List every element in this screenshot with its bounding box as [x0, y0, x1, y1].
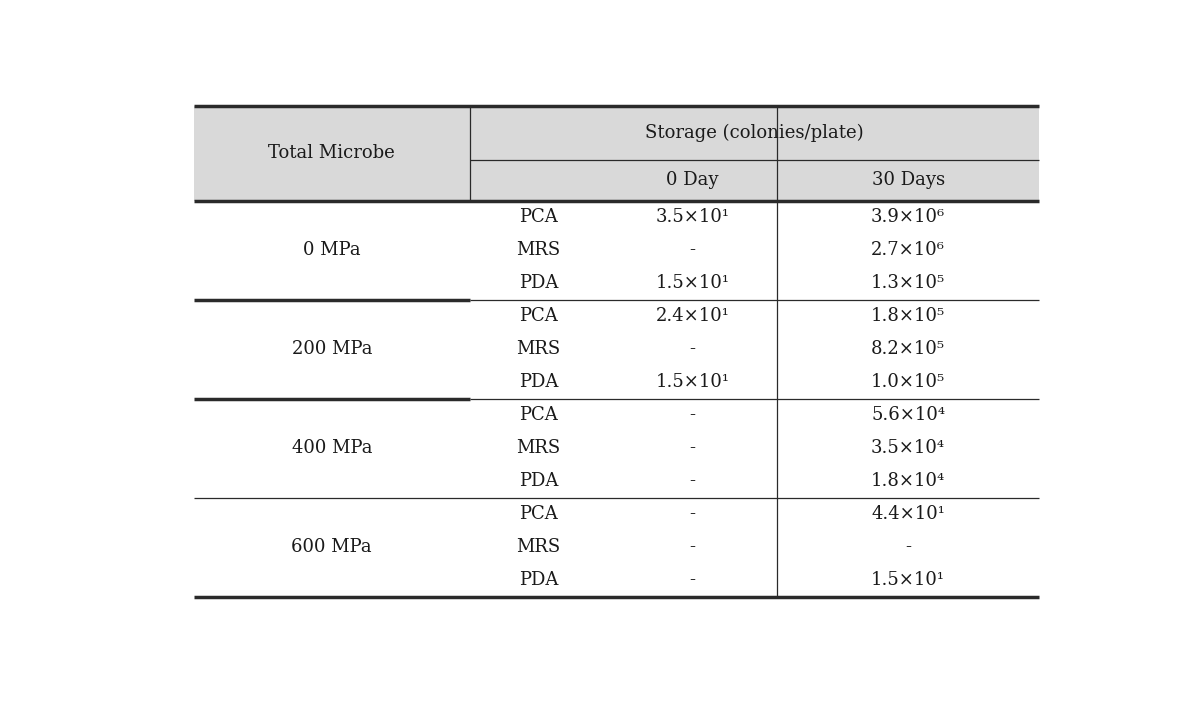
Text: -: -: [690, 241, 696, 259]
Bar: [194, 106, 1039, 201]
Text: 2.4×10¹: 2.4×10¹: [655, 307, 729, 325]
Text: 1.5×10¹: 1.5×10¹: [655, 274, 729, 292]
Text: 200 MPa: 200 MPa: [292, 340, 372, 359]
Text: 1.8×10⁴: 1.8×10⁴: [871, 472, 946, 491]
Text: -: -: [690, 340, 696, 359]
Text: PDA: PDA: [519, 572, 558, 590]
Text: 1.5×10¹: 1.5×10¹: [871, 572, 946, 590]
Text: MRS: MRS: [517, 241, 561, 259]
Text: -: -: [690, 538, 696, 557]
Text: PDA: PDA: [519, 472, 558, 491]
Text: 600 MPa: 600 MPa: [292, 538, 372, 557]
Text: 3.5×10⁴: 3.5×10⁴: [871, 439, 946, 458]
Text: MRS: MRS: [517, 340, 561, 359]
Text: 4.4×10¹: 4.4×10¹: [871, 505, 944, 524]
Text: PCA: PCA: [519, 208, 558, 226]
Text: 30 Days: 30 Days: [871, 172, 944, 189]
Text: PCA: PCA: [519, 406, 558, 425]
Text: 1.0×10⁵: 1.0×10⁵: [871, 373, 946, 392]
Text: Storage (colonies/plate): Storage (colonies/plate): [645, 124, 864, 142]
Text: 0 Day: 0 Day: [666, 172, 718, 189]
Text: -: -: [690, 505, 696, 524]
Text: 1.5×10¹: 1.5×10¹: [655, 373, 729, 392]
Text: 400 MPa: 400 MPa: [292, 439, 372, 458]
Text: 3.9×10⁶: 3.9×10⁶: [871, 208, 946, 226]
Text: -: -: [690, 572, 696, 590]
Text: 8.2×10⁵: 8.2×10⁵: [871, 340, 946, 359]
Text: PCA: PCA: [519, 307, 558, 325]
Text: MRS: MRS: [517, 439, 561, 458]
Text: MRS: MRS: [517, 538, 561, 557]
Text: PCA: PCA: [519, 505, 558, 524]
Text: 5.6×10⁴: 5.6×10⁴: [871, 406, 946, 425]
Text: -: -: [690, 439, 696, 458]
Text: 1.8×10⁵: 1.8×10⁵: [871, 307, 946, 325]
Text: 1.3×10⁵: 1.3×10⁵: [871, 274, 946, 292]
Text: 0 MPa: 0 MPa: [303, 241, 360, 259]
Text: -: -: [690, 472, 696, 491]
Text: -: -: [690, 406, 696, 425]
Text: -: -: [905, 538, 911, 557]
Text: 2.7×10⁶: 2.7×10⁶: [871, 241, 944, 259]
Text: PDA: PDA: [519, 373, 558, 392]
Text: Total Microbe: Total Microbe: [269, 144, 395, 162]
Text: 3.5×10¹: 3.5×10¹: [655, 208, 729, 226]
Text: PDA: PDA: [519, 274, 558, 292]
